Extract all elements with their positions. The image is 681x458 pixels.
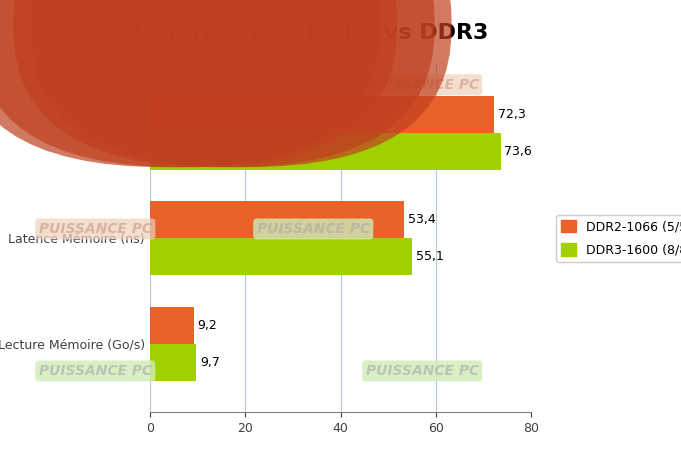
Bar bbox=[150, 238, 413, 275]
Text: 9,7: 9,7 bbox=[200, 355, 220, 369]
Text: PUISSANCE PC: PUISSANCE PC bbox=[257, 222, 370, 236]
Bar bbox=[150, 96, 494, 133]
Bar bbox=[150, 201, 405, 238]
Text: PUISSANCE PC: PUISSANCE PC bbox=[366, 78, 479, 92]
Bar bbox=[150, 344, 196, 381]
Text: 53,4: 53,4 bbox=[408, 213, 436, 226]
Text: 55,1: 55,1 bbox=[416, 250, 444, 263]
Text: PUISSANCE PC: PUISSANCE PC bbox=[39, 364, 152, 378]
Text: 72,3: 72,3 bbox=[498, 108, 526, 121]
Text: PUISSANCE PC: PUISSANCE PC bbox=[39, 78, 152, 92]
Text: PUISSANCE PC: PUISSANCE PC bbox=[366, 364, 479, 378]
Text: 73,6: 73,6 bbox=[505, 145, 533, 158]
Bar bbox=[150, 307, 193, 344]
Legend: DDR2-1066 (5/5/5), DDR3-1600 (8/8/8): DDR2-1066 (5/5/5), DDR3-1600 (8/8/8) bbox=[556, 214, 681, 262]
Bar bbox=[150, 133, 501, 169]
Text: Performances DDR2 vs DDR3: Performances DDR2 vs DDR3 bbox=[125, 23, 488, 43]
Text: PUISSANCE PC: PUISSANCE PC bbox=[39, 222, 152, 236]
Text: 9,2: 9,2 bbox=[197, 319, 217, 332]
